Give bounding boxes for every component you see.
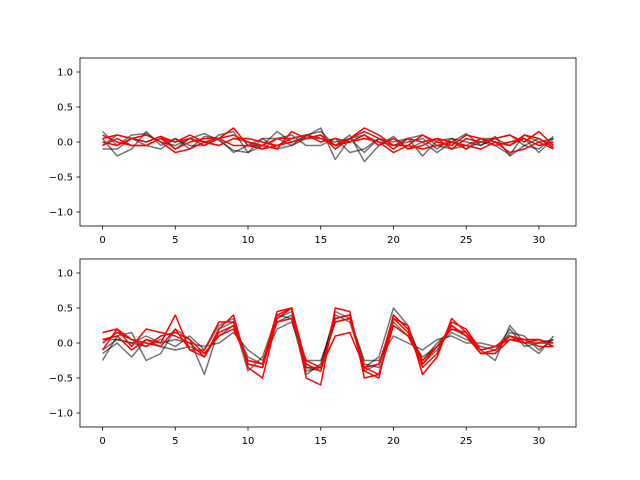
series-line-7: [101, 307, 554, 376]
series-line-7: [102, 130, 554, 150]
x-tick-label: 5: [172, 235, 178, 246]
series-line-5: [102, 130, 554, 150]
x-tick-label: 20: [387, 235, 400, 246]
y-tick-label: 0.5: [57, 304, 73, 315]
x-tick-label: 10: [242, 235, 255, 246]
x-tick-label: 10: [242, 436, 255, 447]
x-tick-label: 20: [387, 436, 400, 447]
y-tick-label: −1.0: [49, 208, 73, 219]
bottom-subplot: 0 5 10 15 20 25 30 −1.0 −0.5 0.0 0.5 1.0: [49, 258, 577, 447]
series-group: [101, 307, 555, 386]
y-tick-label: 1.0: [57, 68, 73, 79]
y-tick-label: 0.0: [57, 339, 73, 350]
top-subplot: 0 5 10 15 20 25 30 −1.0 −0.5 0.0 0.5 1.0: [49, 57, 577, 246]
x-tick-label: 15: [314, 235, 327, 246]
y-tick-label: 0.0: [57, 138, 73, 149]
series-group: [101, 127, 554, 163]
y-tick-label: 1.0: [57, 269, 73, 280]
x-tick-label: 25: [460, 235, 473, 246]
x-tick-label: 15: [314, 436, 327, 447]
y-tick-label: 0.5: [57, 103, 73, 114]
x-tick-label: 0: [99, 436, 105, 447]
x-tick-label: 5: [172, 436, 178, 447]
x-tick-label: 0: [99, 235, 105, 246]
x-tick-label: 30: [533, 235, 546, 246]
y-tick-label: −0.5: [49, 173, 73, 184]
y-tick-label: −1.0: [49, 409, 73, 420]
x-tick-label: 25: [460, 436, 473, 447]
y-tick-label: −0.5: [49, 374, 73, 385]
x-tick-label: 30: [533, 436, 546, 447]
